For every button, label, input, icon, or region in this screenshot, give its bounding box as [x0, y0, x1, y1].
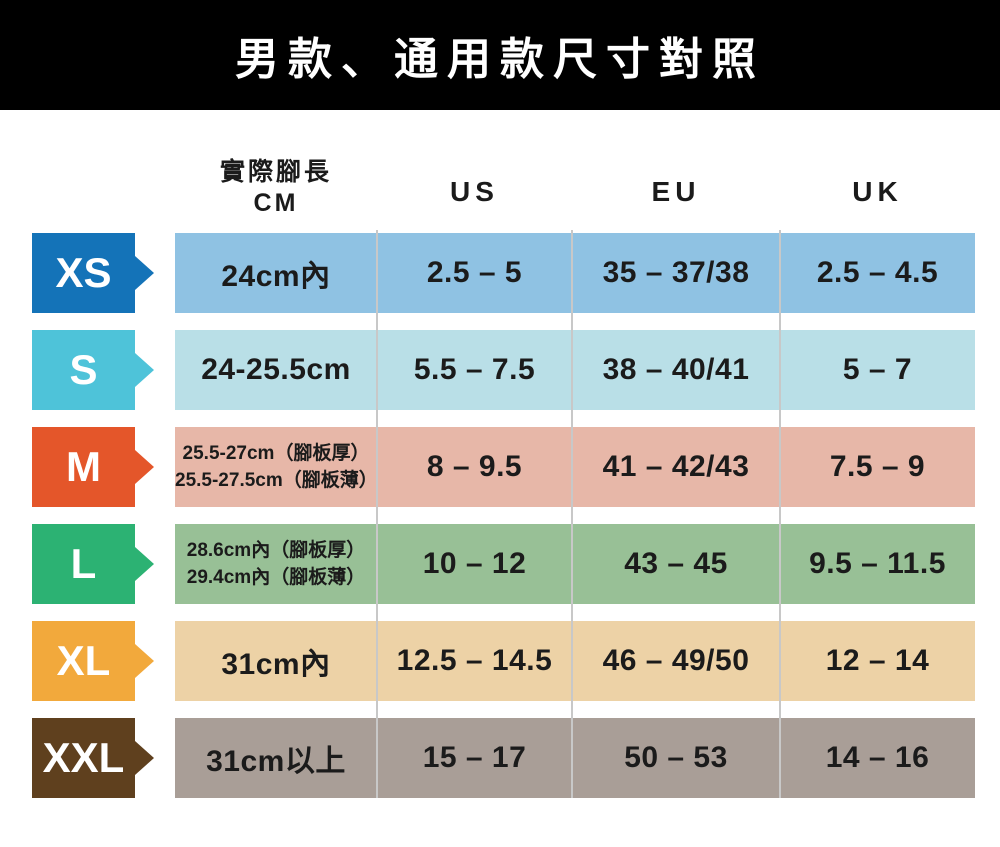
size-tag-arrow-icon: [135, 547, 154, 581]
cell-cm: 28.6cm內（腳板厚） 29.4cm內（腳板薄）: [175, 524, 377, 604]
size-row-xxl: XXL 31cm以上 15 – 17 50 – 53 14 – 16: [0, 718, 975, 798]
us-header-label: US: [450, 176, 499, 207]
cell-cm-line2: 29.4cm內（腳板薄）: [186, 567, 366, 588]
column-divider: [376, 230, 378, 798]
cell-cm: 24cm內: [175, 233, 377, 313]
cell-cm-value: 24cm內: [221, 260, 331, 293]
cell-cm-line1: 28.6cm內（腳板厚）: [186, 540, 366, 561]
size-tag-label-xxl: XXL: [42, 734, 125, 781]
size-tag-label-s: S: [69, 346, 98, 393]
size-tag-s: S: [32, 330, 154, 410]
size-tag-arrow-icon: [135, 256, 154, 290]
column-header-uk: UK: [780, 148, 975, 228]
size-tag-arrow-icon: [135, 644, 154, 678]
column-divider: [571, 230, 573, 798]
cell-eu: 50 – 53: [624, 741, 728, 774]
size-tag-label-xl: XL: [56, 637, 111, 684]
column-header-cm: 實際腳長 CM: [175, 148, 377, 228]
page-title: 男款、通用款尺寸對照: [235, 35, 765, 84]
cell-cm: 31cm以上: [175, 718, 377, 798]
size-tag-label-xs: XS: [55, 249, 112, 296]
cell-us: 12.5 – 14.5: [396, 644, 553, 677]
cell-us: 15 – 17: [422, 741, 527, 774]
cell-uk: 2.5 – 4.5: [816, 256, 939, 289]
cell-cm: 24-25.5cm: [175, 330, 377, 410]
size-row-cells: 25.5-27cm（腳板厚） 25.5-27.5cm（腳板薄） 8 – 9.5 …: [175, 427, 975, 507]
cm-header-line2: CM: [253, 189, 299, 217]
cell-eu: 41 – 42/43: [602, 450, 750, 483]
size-row-xl: XL 31cm內 12.5 – 14.5 46 – 49/50 12 – 14: [0, 621, 975, 701]
uk-header-label: UK: [852, 176, 903, 207]
size-tag-xxl: XXL: [32, 718, 154, 798]
size-tag-xl: XL: [32, 621, 154, 701]
cell-eu: 43 – 45: [624, 547, 728, 580]
cell-cm-value: 24-25.5cm: [201, 353, 351, 386]
cell-uk: 5 – 7: [842, 353, 913, 386]
size-tag-xs: XS: [32, 233, 154, 313]
size-tag-l: L: [32, 524, 154, 604]
eu-header-label: EU: [651, 176, 701, 207]
size-row-m: M 25.5-27cm（腳板厚） 25.5-27.5cm（腳板薄） 8 – 9.…: [0, 427, 975, 507]
cell-uk: 12 – 14: [825, 644, 930, 677]
size-row-cells: 28.6cm內（腳板厚） 29.4cm內（腳板薄） 10 – 12 43 – 4…: [175, 524, 975, 604]
cell-us: 5.5 – 7.5: [413, 353, 536, 386]
column-header-us: US: [377, 148, 572, 228]
size-row-s: S 24-25.5cm 5.5 – 7.5 38 – 40/41 5 – 7: [0, 330, 975, 410]
size-tag-label-m: M: [66, 443, 101, 490]
size-row-l: L 28.6cm內（腳板厚） 29.4cm內（腳板薄） 10 – 12 43 –…: [0, 524, 975, 604]
size-row-cells: 31cm以上 15 – 17 50 – 53 14 – 16: [175, 718, 975, 798]
cell-eu: 46 – 49/50: [602, 644, 750, 677]
size-tag-m: M: [32, 427, 154, 507]
column-headers: 實際腳長 CM US EU UK: [175, 148, 975, 228]
cell-cm: 25.5-27cm（腳板厚） 25.5-27.5cm（腳板薄）: [175, 427, 378, 507]
size-row-cells: 24cm內 2.5 – 5 35 – 37/38 2.5 – 4.5: [175, 233, 975, 313]
cell-us: 8 – 9.5: [426, 450, 523, 483]
cell-uk: 9.5 – 11.5: [809, 547, 946, 580]
cell-cm-value: 31cm以上: [206, 745, 346, 778]
cell-eu: 35 – 37/38: [602, 256, 750, 289]
cell-uk: 7.5 – 9: [829, 450, 926, 483]
cm-header-line1: 實際腳長: [219, 158, 332, 186]
cell-us: 2.5 – 5: [426, 256, 523, 289]
cell-cm-value: 31cm內: [221, 648, 331, 681]
size-tag-arrow-icon: [135, 450, 154, 484]
size-row-cells: 31cm內 12.5 – 14.5 46 – 49/50 12 – 14: [175, 621, 975, 701]
size-row-xs: XS 24cm內 2.5 – 5 35 – 37/38 2.5 – 4.5: [0, 233, 975, 313]
cell-cm: 31cm內: [175, 621, 377, 701]
cell-us: 10 – 12: [422, 547, 527, 580]
column-divider: [779, 230, 781, 798]
size-tag-label-l: L: [70, 540, 97, 587]
cell-cm-line2: 25.5-27.5cm（腳板薄）: [175, 470, 378, 491]
cell-cm-line1: 25.5-27cm（腳板厚）: [182, 443, 370, 464]
size-tag-arrow-icon: [135, 741, 154, 775]
title-banner: 男款、通用款尺寸對照: [0, 0, 1000, 110]
size-row-cells: 24-25.5cm 5.5 – 7.5 38 – 40/41 5 – 7: [175, 330, 975, 410]
column-header-eu: EU: [572, 148, 780, 228]
cell-uk: 14 – 16: [825, 741, 930, 774]
cell-eu: 38 – 40/41: [602, 353, 750, 386]
size-tag-arrow-icon: [135, 353, 154, 387]
